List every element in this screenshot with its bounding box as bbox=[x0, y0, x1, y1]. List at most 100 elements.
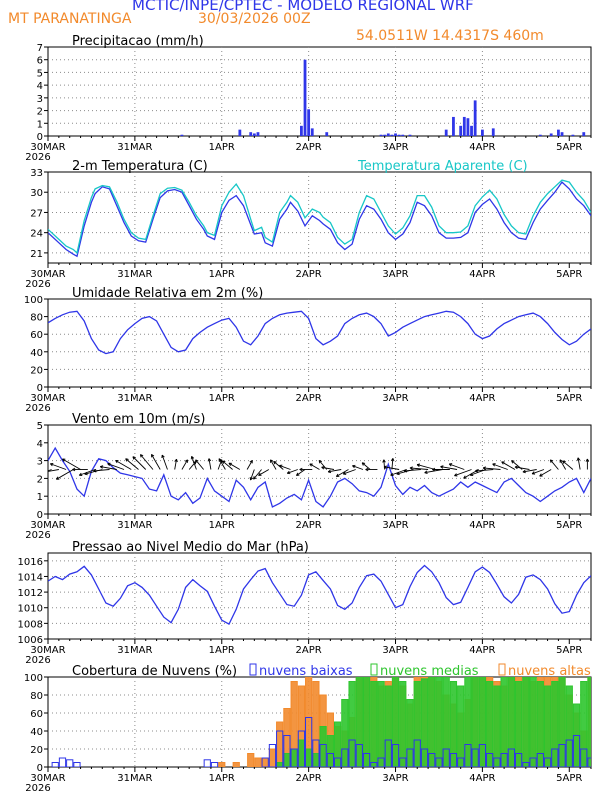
wind-arrow bbox=[577, 457, 581, 470]
wind-arrow bbox=[321, 466, 335, 470]
wind-arrow bbox=[409, 467, 429, 470]
x-tick-label: 5APR bbox=[556, 773, 582, 784]
wind-arrowhead bbox=[258, 472, 262, 476]
legend-label: nuvens medias bbox=[380, 664, 479, 679]
wind-arrowhead bbox=[41, 471, 44, 474]
y-tick-label: 4 bbox=[37, 439, 43, 450]
cloud-bar-nuvens-medias bbox=[464, 677, 472, 767]
precip-bar bbox=[379, 134, 383, 136]
main-title: MCTIC/INPE/CPTEC - MODELO REGIONAL WRF bbox=[132, 0, 474, 14]
y-tick-label: 80 bbox=[30, 313, 43, 324]
y-tick-label: 1 bbox=[37, 119, 43, 130]
precip-bar bbox=[401, 134, 405, 136]
x-tick-label: 30MAR bbox=[30, 393, 65, 404]
cloud-bar-nuvens-medias bbox=[355, 677, 363, 767]
y-tick-label: 33 bbox=[30, 168, 43, 179]
precip-bar bbox=[300, 125, 303, 136]
cloud-bar-nuvens-altas bbox=[247, 753, 255, 767]
wind-arrowhead bbox=[151, 453, 155, 458]
wind-arrowhead bbox=[576, 457, 581, 461]
wind-arrowhead bbox=[218, 458, 222, 462]
wind-arrowhead bbox=[318, 459, 323, 464]
panel-2: 21 24 27 30 33 30MAR 31MAR 1APR 2APR 3APR 4APR 5APR… bbox=[25, 159, 592, 290]
y-tick-label: 3 bbox=[37, 94, 43, 105]
plot-frame bbox=[47, 552, 592, 640]
wind-arrow bbox=[531, 469, 545, 475]
cloud-bar-nuvens-medias bbox=[290, 748, 298, 767]
cloud-bar-nuvens-baixas bbox=[580, 748, 588, 767]
y-tick-label: 1012 bbox=[18, 588, 43, 599]
wind-arrowhead bbox=[270, 459, 274, 463]
y-tick-label: 5 bbox=[37, 68, 43, 79]
precip-bar bbox=[571, 134, 575, 136]
wind-arrow bbox=[309, 463, 320, 470]
y-tick-label: 1014 bbox=[18, 572, 43, 583]
wind-arrowhead bbox=[448, 463, 453, 467]
wind-arrow bbox=[195, 459, 205, 470]
wind-arrowhead bbox=[383, 465, 387, 469]
wind-arrowhead bbox=[296, 472, 300, 476]
cloud-bar-nuvens-baixas bbox=[58, 757, 67, 767]
x-tick-label: 4APR bbox=[469, 269, 495, 280]
precip-bar bbox=[473, 100, 477, 136]
x-tick-label: 1APR bbox=[209, 773, 235, 784]
marks bbox=[180, 59, 586, 136]
y-tick-label: 21 bbox=[30, 249, 43, 260]
wind-arrowhead bbox=[72, 467, 76, 472]
cloud-bar-nuvens-medias bbox=[406, 699, 414, 767]
wind-arrowhead bbox=[539, 473, 543, 477]
wind-arrow bbox=[352, 465, 364, 470]
cloud-bar-nuvens-baixas bbox=[341, 748, 349, 767]
x-tick-label: 3APR bbox=[382, 269, 408, 280]
cloud-legend: nuvens baixas nuvens medias nuvens altas bbox=[249, 663, 591, 679]
wind-arrowhead bbox=[424, 470, 428, 474]
cloud-bar-nuvens-baixas bbox=[73, 762, 81, 767]
y-tick-label: 0 bbox=[37, 132, 43, 143]
cloud-bar-nuvens-medias bbox=[326, 735, 334, 767]
cloud-bar-nuvens-medias bbox=[514, 681, 523, 767]
wind-arrow bbox=[246, 460, 253, 470]
cloud-bar-nuvens-baixas bbox=[276, 730, 284, 767]
precip-bar bbox=[549, 133, 553, 136]
y-tick-label: 27 bbox=[30, 208, 43, 219]
wind-arrowhead bbox=[522, 469, 526, 474]
cloud-bar-nuvens-medias bbox=[341, 699, 349, 767]
wind-arrow bbox=[253, 469, 262, 480]
wind-arrowhead bbox=[49, 462, 54, 467]
cloud-bar-nuvens-medias bbox=[305, 748, 313, 767]
cloud-bar-nuvens-baixas bbox=[522, 762, 530, 767]
wind-arrow bbox=[539, 469, 552, 477]
cloud-bar-nuvens-medias bbox=[522, 677, 530, 767]
x-tick-label: 31MAR bbox=[117, 393, 152, 404]
wind-arrowhead bbox=[585, 458, 590, 462]
x-tick-label: 31MAR bbox=[117, 142, 152, 153]
wind-arrowhead bbox=[132, 456, 136, 460]
cloud-bar-nuvens-baixas bbox=[486, 753, 494, 767]
cloud-bar-nuvens-medias bbox=[348, 681, 356, 767]
precip-bar bbox=[249, 132, 253, 136]
y-tick-label: 100 bbox=[24, 673, 43, 684]
cloud-bar-nuvens-medias bbox=[420, 678, 429, 767]
wind-arrowhead bbox=[286, 470, 291, 475]
cloud-bar-nuvens-altas bbox=[218, 762, 226, 767]
wind-arrow bbox=[383, 459, 386, 470]
cloud-bar-nuvens-baixas bbox=[536, 753, 544, 767]
wind-arrow bbox=[514, 466, 530, 470]
cloud-bar-nuvens-medias bbox=[471, 677, 479, 767]
wind-arrow bbox=[181, 459, 188, 470]
x-year-label: 2026 bbox=[25, 783, 50, 792]
y-tick-label: 1 bbox=[37, 492, 43, 503]
wind-arrowhead bbox=[125, 458, 129, 462]
x-tick-label: 1APR bbox=[209, 520, 235, 531]
wind-arrowhead bbox=[321, 466, 325, 470]
x-tick-label: 5APR bbox=[556, 269, 582, 280]
wind-arrow bbox=[100, 466, 117, 470]
y-tick-label: 0 bbox=[37, 510, 43, 521]
precip-bar bbox=[307, 109, 311, 136]
wind-arrow bbox=[79, 469, 96, 476]
y-tick-label: 1016 bbox=[18, 557, 43, 568]
wind-arrow bbox=[273, 461, 284, 470]
y-tick-label: 0 bbox=[37, 383, 43, 394]
